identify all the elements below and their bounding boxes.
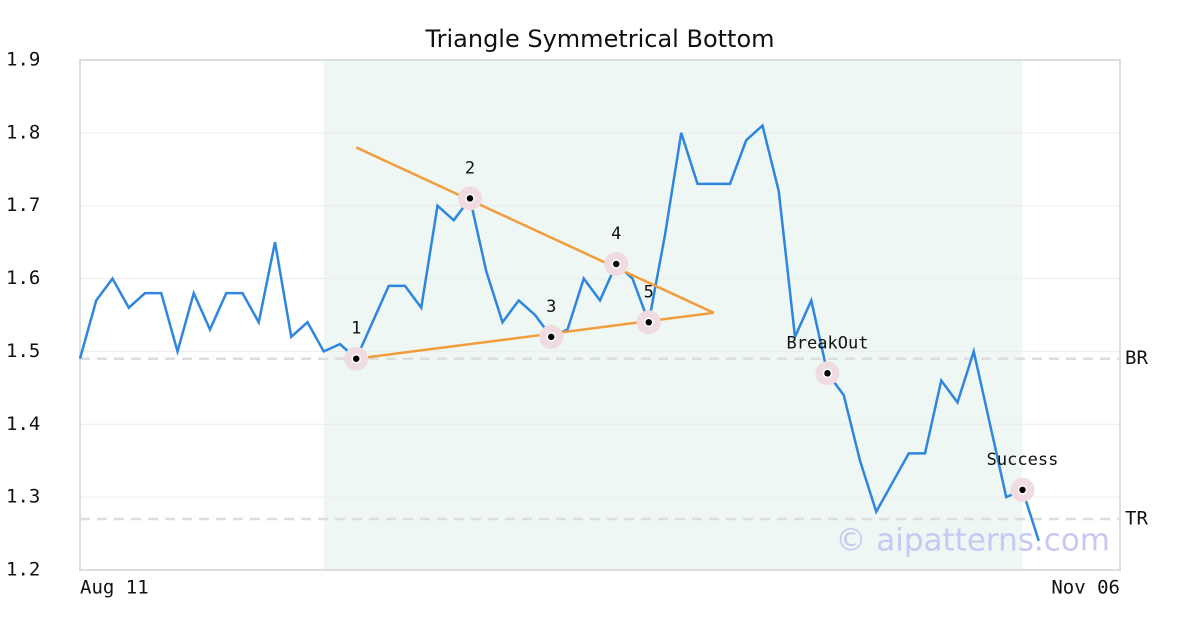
highlight-band <box>323 60 1023 570</box>
y-tick-label: 1.9 <box>6 49 40 71</box>
point-label: 1 <box>351 319 361 339</box>
y-tick-label: 1.4 <box>6 413 40 435</box>
chart-title: Triangle Symmetrical Bottom <box>424 25 774 53</box>
point-label: 3 <box>546 297 556 317</box>
point-label: Success <box>987 450 1059 470</box>
point-dot <box>644 317 654 328</box>
point-dot <box>351 353 361 364</box>
point-dot <box>1017 485 1028 495</box>
trend-line <box>355 146 715 314</box>
x-tick-label: Aug 11 <box>80 577 149 599</box>
plot-frame <box>79 59 1121 571</box>
reference-label: BR <box>1125 347 1148 369</box>
y-tick-label: 1.2 <box>6 559 40 581</box>
point-label: 2 <box>465 158 475 178</box>
point-dot <box>822 368 833 379</box>
point-dot <box>546 332 556 342</box>
point-label: 5 <box>644 282 654 302</box>
point-label: 4 <box>611 224 621 244</box>
y-tick-label: 1.7 <box>6 194 40 216</box>
y-tick-label: 1.3 <box>6 486 40 508</box>
y-tick-label: 1.5 <box>6 340 40 362</box>
y-tick-label: 1.6 <box>6 267 40 289</box>
reference-label: TR <box>1125 508 1148 530</box>
point-dot <box>465 193 475 204</box>
point-label: BreakOut <box>787 333 869 353</box>
x-tick-label: Nov 06 <box>1051 577 1120 599</box>
point-dot <box>611 259 621 269</box>
y-tick-label: 1.8 <box>6 121 40 143</box>
watermark: © aipatterns.com <box>835 523 1110 559</box>
